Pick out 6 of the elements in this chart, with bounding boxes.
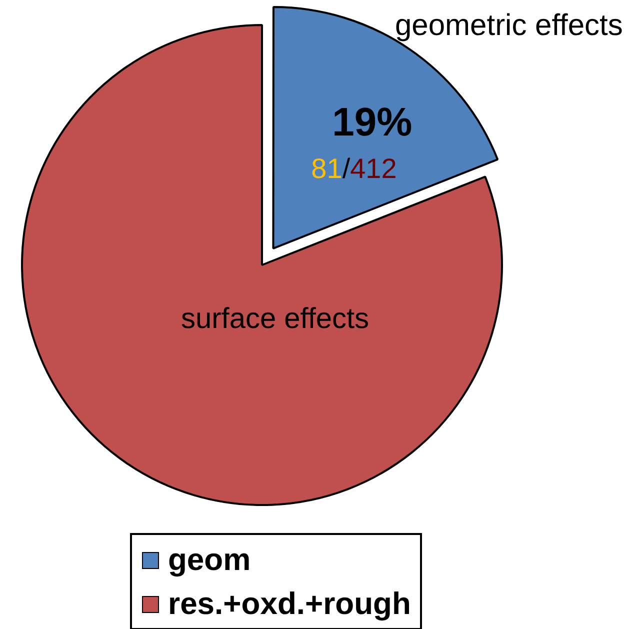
legend-label: geom — [168, 542, 251, 578]
legend-label: res.+oxd.+rough — [168, 586, 411, 622]
data-label: 19% — [332, 100, 412, 144]
text: surface effects — [181, 302, 370, 334]
text: 81/412 — [311, 153, 397, 184]
text: geometric effects — [395, 9, 623, 42]
